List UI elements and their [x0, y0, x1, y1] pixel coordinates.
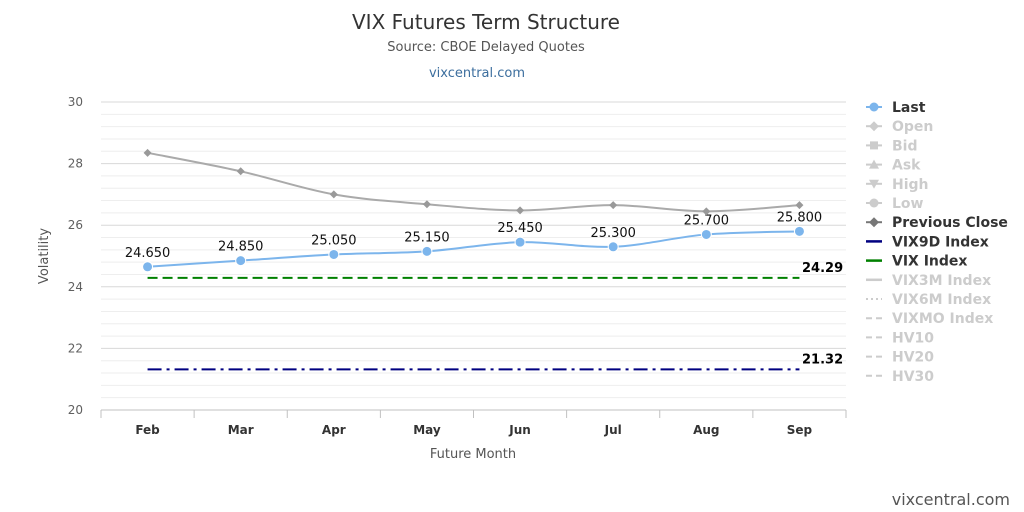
- legend-label: VIX Index: [892, 254, 967, 270]
- vix9d-index-end-label: 21.32: [802, 352, 843, 367]
- x-tick-label: Jul: [604, 423, 622, 437]
- last-point[interactable]: [793, 225, 805, 237]
- data-label: 25.050: [311, 233, 357, 248]
- legend-item-hv10[interactable]: HV10: [866, 330, 934, 346]
- vix-index-end-label: 24.29: [802, 261, 843, 276]
- legend-marker: [869, 121, 879, 132]
- previous-close-line: [147, 151, 800, 213]
- legend-marker: [869, 179, 879, 189]
- y-axis-ticks: 20 22 24 26 28 30: [68, 95, 83, 417]
- legend-item-hv20[interactable]: HV20: [866, 350, 934, 366]
- last-point[interactable]: [235, 255, 247, 267]
- legend-item-high[interactable]: High: [866, 177, 929, 193]
- x-tick-label: Jun: [508, 423, 531, 437]
- x-tick-label: May: [413, 423, 441, 437]
- legend-label: Ask: [892, 158, 921, 174]
- legend-label: Low: [892, 196, 924, 212]
- last-line: [147, 230, 800, 268]
- legend-item-hv30[interactable]: HV30: [866, 369, 934, 385]
- legend-label: Last: [892, 100, 926, 116]
- chart-subtitle: Source: CBOE Delayed Quotes: [387, 40, 585, 55]
- legend-label: HV10: [892, 330, 934, 346]
- legend-label: VIX3M Index: [892, 273, 991, 289]
- legend-marker: [869, 198, 879, 208]
- legend-marker: [869, 102, 879, 112]
- last-point[interactable]: [514, 236, 526, 248]
- legend-label: VIX6M Index: [892, 292, 991, 308]
- x-axis-ticks: Feb Mar Apr May Jun Jul Aug Sep: [100, 410, 847, 437]
- legend-marker: [869, 217, 879, 228]
- last-point[interactable]: [421, 245, 433, 257]
- data-label: 25.450: [497, 221, 543, 236]
- last-point[interactable]: [607, 241, 619, 253]
- legend-item-vix-index[interactable]: VIX Index: [866, 254, 967, 270]
- gridlines: [101, 101, 846, 411]
- legend-item-vixmo-index[interactable]: VIXMO Index: [866, 311, 993, 327]
- previous-close-point[interactable]: [609, 201, 618, 210]
- source-link[interactable]: vixcentral.com: [429, 66, 525, 81]
- x-tick-label: Sep: [787, 423, 813, 437]
- x-tick-label: Aug: [693, 423, 719, 437]
- legend-label: HV20: [892, 350, 934, 366]
- series-layer: 24.650 24.850 25.050 25.150 25.450 25.300 25.7…: [125, 148, 843, 371]
- legend-item-vix9d-index[interactable]: VIX9D Index: [866, 234, 989, 250]
- previous-close-point[interactable]: [516, 206, 525, 215]
- x-tick-label: Mar: [228, 423, 254, 437]
- legend-label: HV30: [892, 369, 934, 385]
- data-label: 24.650: [125, 246, 171, 261]
- y-tick-label: 22: [68, 341, 83, 355]
- y-tick-label: 20: [68, 403, 83, 417]
- legend-item-vix6m-index[interactable]: VIX6M Index: [866, 292, 991, 308]
- legend-marker: [869, 159, 879, 169]
- legend-label: VIX9D Index: [892, 234, 989, 250]
- y-tick-label: 24: [68, 280, 83, 294]
- last-point[interactable]: [142, 261, 154, 273]
- y-tick-label: 26: [68, 218, 83, 232]
- legend-item-vix3m-index[interactable]: VIX3M Index: [866, 273, 991, 289]
- data-label: 25.700: [684, 213, 730, 228]
- previous-close-point[interactable]: [422, 200, 431, 209]
- previous-close-point[interactable]: [329, 190, 338, 199]
- previous-close-point[interactable]: [236, 167, 245, 176]
- x-tick-label: Feb: [135, 423, 160, 437]
- y-axis-label: Volatility: [37, 228, 52, 284]
- legend-label: VIXMO Index: [892, 311, 993, 327]
- legend-item-low[interactable]: Low: [866, 196, 924, 212]
- legend-item-last[interactable]: Last: [866, 100, 926, 116]
- legend-label: Open: [892, 119, 933, 135]
- legend: Last Open Bid Ask High Low Previous Close VIX9D…: [866, 100, 1008, 385]
- legend-label: High: [892, 177, 929, 193]
- last-point[interactable]: [700, 228, 712, 240]
- credit-text[interactable]: vixcentral.com: [892, 490, 1010, 509]
- previous-close-point[interactable]: [702, 207, 711, 216]
- data-label: 25.300: [590, 226, 636, 241]
- legend-label: Bid: [892, 138, 918, 154]
- chart-title: VIX Futures Term Structure: [352, 10, 620, 34]
- y-tick-label: 30: [68, 95, 83, 109]
- legend-label: Previous Close: [892, 215, 1008, 231]
- data-label: 25.800: [777, 210, 823, 225]
- x-tick-label: Apr: [322, 423, 346, 437]
- last-point[interactable]: [328, 248, 340, 260]
- previous-close-point[interactable]: [143, 148, 152, 157]
- data-label: 25.150: [404, 230, 450, 245]
- x-axis-label: Future Month: [430, 447, 516, 462]
- previous-close-point[interactable]: [795, 201, 804, 210]
- legend-item-bid[interactable]: Bid: [866, 138, 918, 154]
- legend-item-open[interactable]: Open: [866, 119, 933, 135]
- legend-marker: [870, 141, 878, 150]
- legend-item-previous-close[interactable]: Previous Close: [866, 215, 1008, 231]
- y-tick-label: 28: [68, 157, 83, 171]
- data-label: 24.850: [218, 240, 264, 255]
- legend-item-ask[interactable]: Ask: [866, 158, 921, 174]
